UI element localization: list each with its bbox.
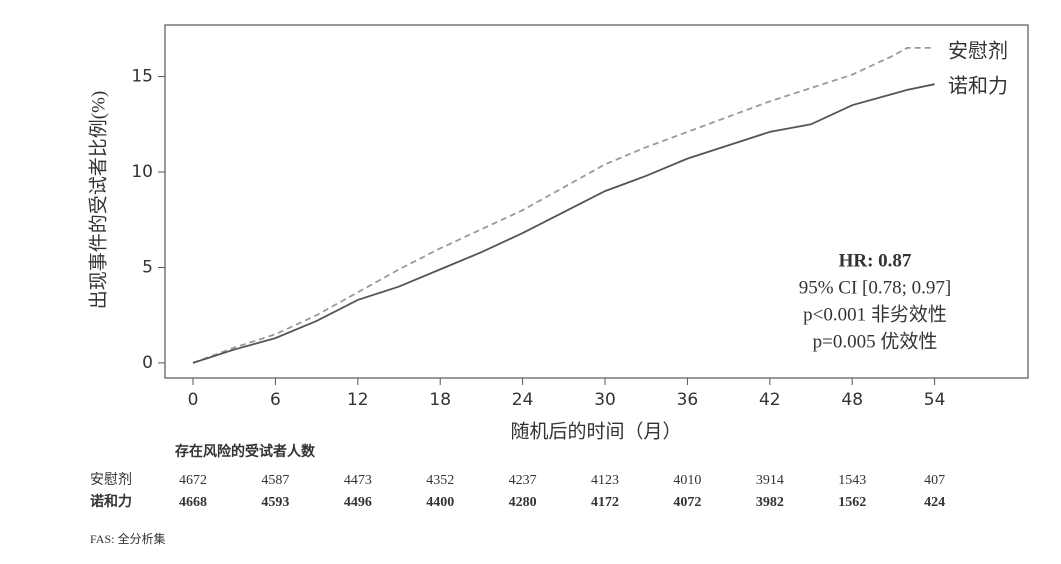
x-tick-label: 6 [270, 390, 281, 410]
at-risk-count: 4668 [179, 495, 207, 510]
series-line [192, 83, 935, 364]
at-risk-count: 4172 [591, 495, 619, 510]
at-risk-count: 4237 [509, 473, 537, 488]
at-risk-count: 4587 [261, 473, 289, 488]
y-tick-label: 0 [142, 353, 153, 373]
at-risk-count: 4496 [344, 495, 372, 510]
at-risk-count: 4010 [673, 473, 701, 488]
x-tick-label: 0 [188, 390, 199, 410]
plot-frame [164, 24, 1029, 379]
at-risk-row-label: 诺和力 [90, 493, 132, 510]
y-tick-label: 15 [131, 67, 153, 87]
y-tick-label: 10 [131, 162, 153, 182]
x-tick-label: 54 [924, 390, 946, 410]
x-tick-label: 36 [677, 390, 699, 410]
at-risk-count: 407 [924, 473, 945, 488]
x-tick-label: 48 [841, 390, 863, 410]
at-risk-count: 4352 [426, 473, 454, 488]
at-risk-count: 4280 [509, 495, 537, 510]
x-tick-label: 24 [512, 390, 534, 410]
at-risk-count: 4672 [179, 473, 207, 488]
series-line [192, 47, 935, 364]
x-tick-label: 30 [594, 390, 616, 410]
legend-label: 诺和力 [948, 75, 1008, 98]
at-risk-count: 4123 [591, 473, 619, 488]
legend-label: 安慰剂 [948, 40, 1008, 63]
at-risk-count: 1543 [838, 473, 866, 488]
y-tick-label: 5 [142, 257, 153, 277]
at-risk-row-label: 安慰剂 [90, 471, 132, 488]
x-axis-label: 随机后的时间（月） [510, 420, 681, 442]
at-risk-count: 4400 [426, 495, 454, 510]
annotation: 95% CI [0.78; 0.97] [799, 277, 952, 298]
annotation: p=0.005 优效性 [813, 330, 938, 352]
annotation: HR: 0.87 [839, 250, 912, 271]
footnote: FAS: 全分析集 [90, 531, 165, 546]
at-risk-count: 4072 [673, 495, 701, 510]
at-risk-count: 3982 [756, 495, 784, 510]
at-risk-title: 存在风险的受试者人数 [175, 443, 316, 460]
at-risk-count: 4473 [344, 473, 372, 488]
at-risk-count: 3914 [756, 473, 784, 488]
x-tick-label: 18 [429, 390, 451, 410]
annotation: p<0.001 非劣效性 [803, 303, 947, 325]
at-risk-count: 424 [924, 495, 945, 510]
at-risk-count: 4593 [261, 495, 289, 510]
x-tick-label: 42 [759, 390, 781, 410]
at-risk-count: 1562 [838, 495, 866, 510]
y-axis-label: 出现事件的受试者比例(%) [87, 91, 109, 309]
x-tick-label: 12 [347, 390, 369, 410]
